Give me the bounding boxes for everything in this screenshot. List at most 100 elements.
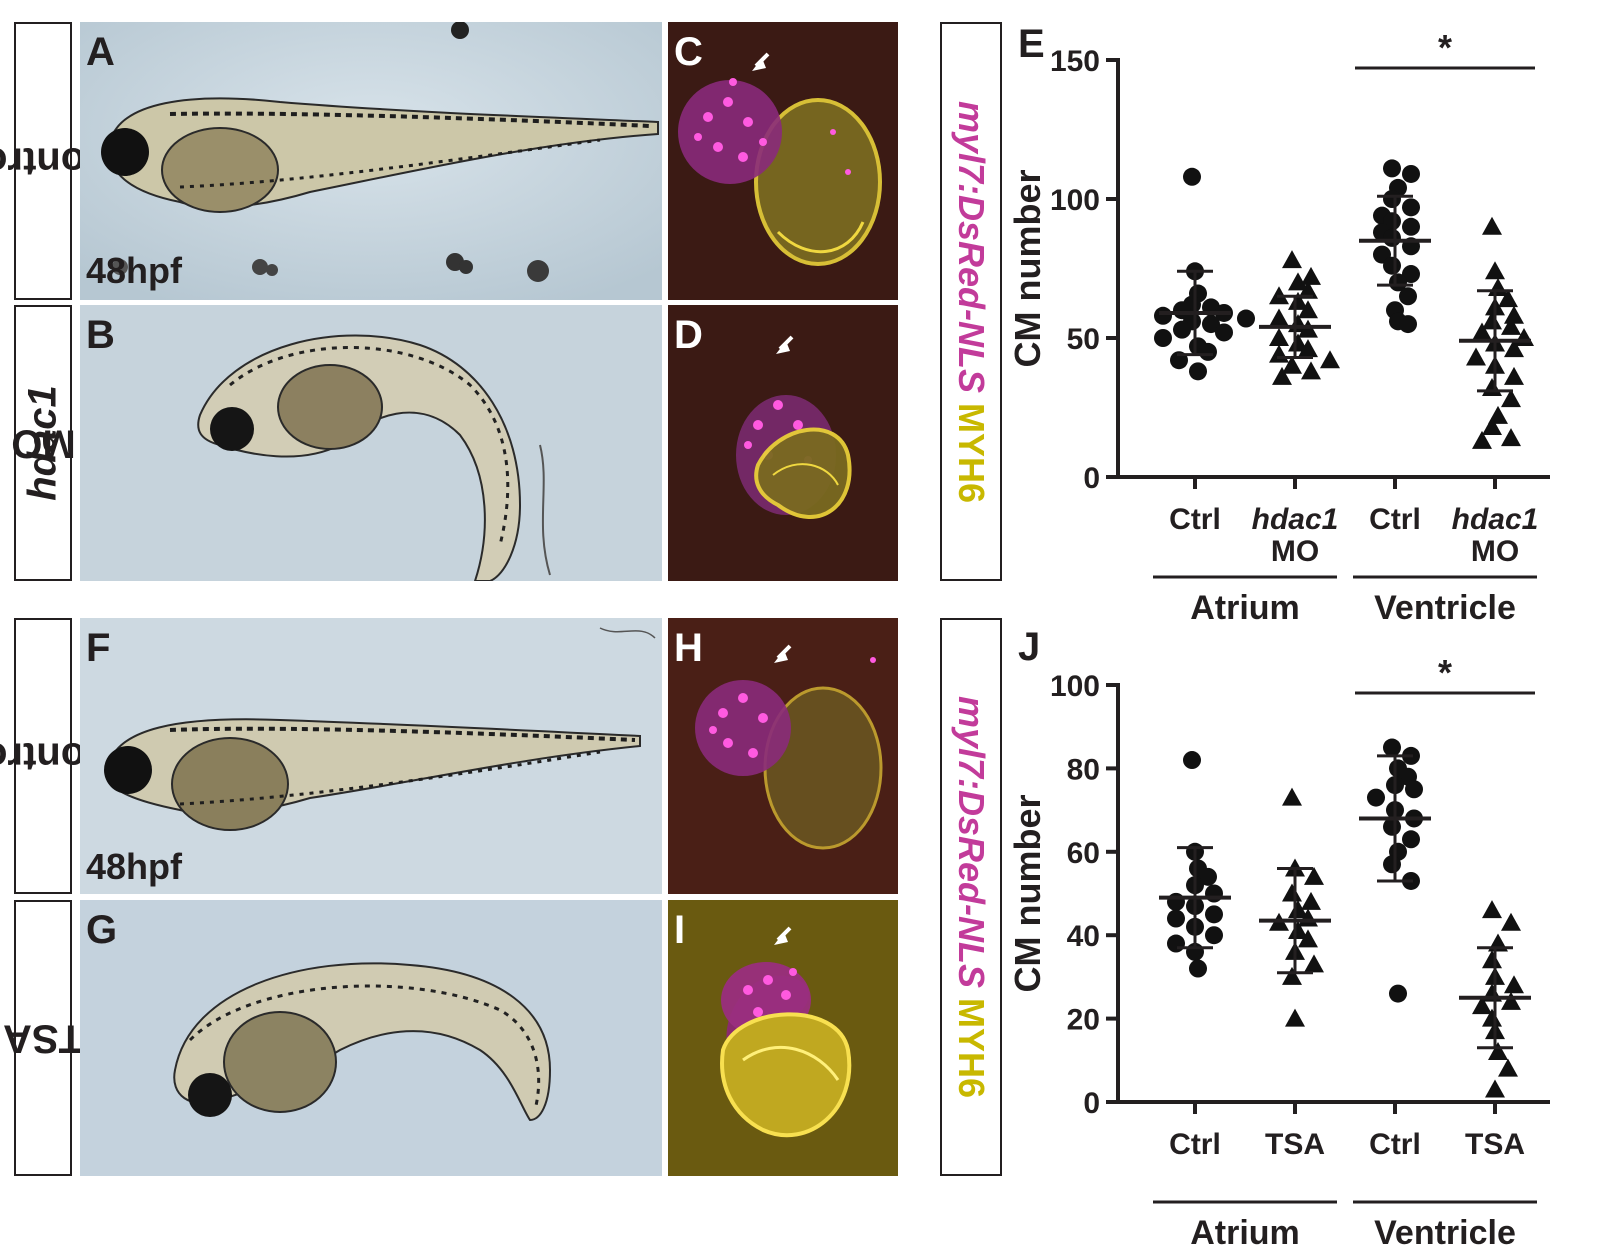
- data-point-circle: [1183, 751, 1201, 770]
- significance-marker: *: [1438, 655, 1452, 693]
- data-point-triangle: [1498, 289, 1518, 308]
- data-point-circle: [1205, 926, 1223, 945]
- data-point-circle: [1189, 959, 1207, 978]
- embryo-curved-illustration: [80, 900, 662, 1176]
- data-point-circle: [1167, 909, 1185, 928]
- data-point-triangle: [1482, 311, 1502, 330]
- stain-legend-top: myl7:DsRed-NLS MYH6: [940, 22, 1002, 581]
- x-category-label: Ctrl: [1369, 1128, 1421, 1161]
- data-point-circle: [1154, 329, 1172, 347]
- data-point-circle: [1183, 167, 1201, 186]
- stain-legend-text: myl7:DsRed-NLS MYH6: [950, 100, 992, 502]
- data-point-circle: [1383, 190, 1401, 208]
- data-point-triangle: [1298, 929, 1318, 948]
- data-point-circle: [1402, 217, 1420, 236]
- data-point-triangle: [1472, 430, 1492, 449]
- data-point-triangle: [1501, 389, 1521, 408]
- y-tick-label: 60: [1067, 837, 1100, 870]
- y-tick-label: 50: [1067, 323, 1100, 356]
- embryo-straight-illustration: [80, 22, 662, 300]
- data-point-circle: [1383, 256, 1401, 275]
- x-category-label: hdac1: [1452, 503, 1539, 536]
- data-point-triangle: [1482, 378, 1502, 397]
- panel-f-brightfield-image: F 48hpf: [80, 618, 662, 894]
- panel-label-a: A: [86, 30, 115, 74]
- data-point-circle: [1199, 342, 1217, 361]
- panel-label-c: C: [674, 30, 703, 74]
- data-point-triangle: [1498, 1058, 1518, 1077]
- data-point-circle: [1405, 780, 1423, 799]
- data-point-triangle: [1288, 291, 1308, 310]
- data-point-circle: [1167, 892, 1185, 911]
- embryo-straight-illustration: [80, 618, 662, 894]
- data-point-triangle: [1298, 300, 1318, 319]
- data-point-triangle: [1466, 347, 1486, 366]
- data-point-triangle: [1504, 366, 1524, 385]
- stain-legend-text: myl7:DsRed-NLS MYH6: [950, 696, 992, 1098]
- data-point-triangle: [1488, 277, 1508, 296]
- heart-fluorescence-illustration: [668, 900, 898, 1176]
- data-point-circle: [1215, 323, 1233, 342]
- data-point-triangle: [1301, 891, 1321, 910]
- data-point-circle: [1189, 362, 1207, 381]
- data-point-triangle: [1301, 361, 1321, 380]
- data-point-triangle: [1482, 900, 1502, 919]
- data-point-triangle: [1288, 900, 1308, 919]
- data-point-triangle: [1504, 339, 1524, 358]
- data-point-triangle: [1282, 883, 1302, 902]
- group-label: Ventricle: [1374, 1214, 1516, 1245]
- y-tick-label: 100: [1050, 184, 1100, 217]
- data-point-triangle: [1285, 1008, 1305, 1027]
- antibody-label: MYH6: [951, 392, 992, 503]
- y-axis-label: CM number: [1010, 170, 1048, 368]
- row-label-control-top: Control: [0, 22, 114, 300]
- data-point-circle: [1202, 315, 1220, 334]
- group-label: Atrium: [1190, 1214, 1300, 1245]
- panel-g-brightfield-image: G: [80, 900, 662, 1176]
- data-point-circle: [1205, 884, 1223, 903]
- data-point-triangle: [1288, 333, 1308, 352]
- stage-label-48hpf: 48hpf: [86, 250, 183, 291]
- data-point-triangle: [1501, 991, 1521, 1010]
- row-label-hdac1-mo: hdac1 MO: [11, 305, 75, 581]
- panel-b-brightfield-image: B: [80, 305, 662, 581]
- data-point-circle: [1402, 830, 1420, 849]
- heart-fluorescence-illustration: [668, 22, 898, 300]
- y-tick-label: 150: [1050, 45, 1100, 78]
- data-point-triangle: [1288, 272, 1308, 291]
- data-point-triangle: [1320, 350, 1340, 369]
- panel-label-b: B: [86, 313, 115, 357]
- data-point-triangle: [1482, 1008, 1502, 1027]
- data-point-triangle: [1304, 954, 1324, 973]
- data-point-triangle: [1288, 921, 1308, 940]
- data-point-triangle: [1485, 1079, 1505, 1098]
- data-point-circle: [1402, 164, 1420, 183]
- panel-label-j: J: [1018, 625, 1041, 669]
- row-label-part: TSA: [3, 1016, 83, 1061]
- panel-label-e: E: [1018, 22, 1045, 66]
- data-point-triangle: [1482, 950, 1502, 969]
- x-category-label: Ctrl: [1169, 503, 1221, 536]
- x-category-label: TSA: [1465, 1128, 1525, 1161]
- significance-marker: *: [1438, 30, 1452, 68]
- data-point-circle: [1402, 198, 1420, 217]
- x-category-label: Ctrl: [1369, 503, 1421, 536]
- y-tick-label: 40: [1067, 920, 1100, 953]
- data-point-triangle: [1298, 280, 1318, 299]
- data-point-triangle: [1504, 305, 1524, 324]
- x-category-label: Ctrl: [1169, 1128, 1221, 1161]
- group-label: Ventricle: [1374, 589, 1516, 620]
- stage-label-48hpf: 48hpf: [86, 846, 183, 887]
- panel-a-brightfield-image: A 48hpf: [80, 22, 662, 300]
- y-tick-label: 20: [1067, 1004, 1100, 1037]
- data-point-circle: [1383, 738, 1401, 757]
- data-point-triangle: [1488, 1041, 1508, 1060]
- row-label-control-bottom: Control: [0, 618, 114, 894]
- data-point-triangle: [1485, 261, 1505, 280]
- x-category-label: MO: [1271, 535, 1319, 568]
- data-point-triangle: [1272, 366, 1292, 385]
- data-point-circle: [1399, 287, 1417, 306]
- data-point-triangle: [1298, 339, 1318, 358]
- heart-fluorescence-illustration: [668, 305, 898, 581]
